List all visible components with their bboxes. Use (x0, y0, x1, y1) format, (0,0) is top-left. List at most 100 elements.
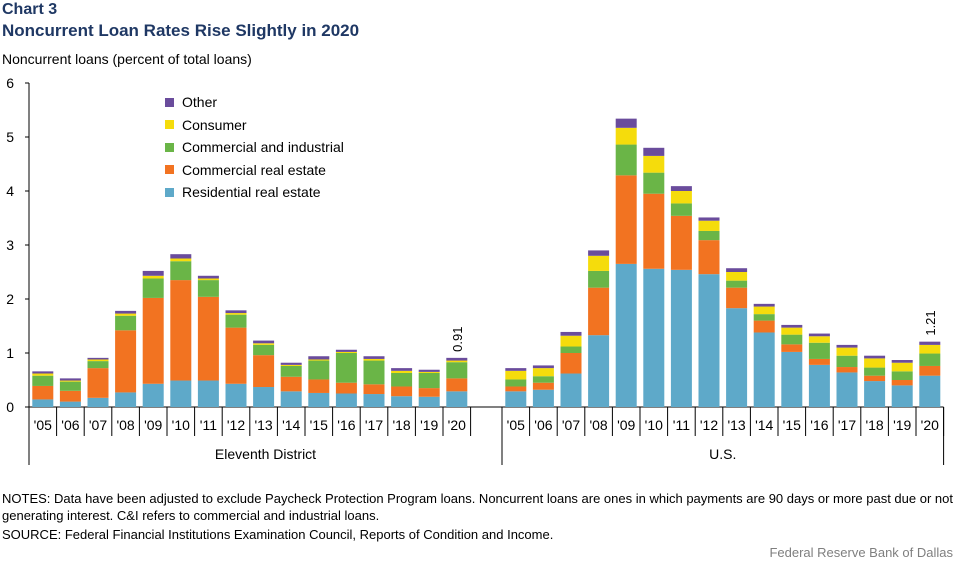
bar-segment (142, 270, 164, 276)
x-tick-label: '06 (61, 417, 79, 433)
stacked-bar-chart: 0 1 2 3 4 5 6 '05 '06 '07 '08 '09 '10 '11 '12 '13 '14 '15… (6, 75, 945, 465)
x-tick-label: '17 (838, 417, 856, 433)
bar-segment (446, 362, 468, 379)
bar-segment (615, 175, 637, 264)
bar-segment (615, 127, 637, 145)
bar-segment (59, 378, 81, 381)
bar-segment (808, 336, 830, 343)
bar-segment (280, 391, 302, 407)
bar-segment (588, 270, 610, 288)
bar-segment (836, 344, 858, 348)
bar-segment (532, 389, 554, 407)
bar-segment (142, 297, 164, 384)
bar-segment (418, 371, 440, 373)
bar-segment (891, 385, 913, 407)
bar-segment (115, 330, 137, 393)
bar-segment (32, 373, 54, 376)
bar-segment (115, 392, 137, 407)
bar-segment (280, 364, 302, 366)
bar-segment (335, 382, 357, 394)
bar-segment (726, 287, 748, 309)
x-tick-label: '17 (365, 417, 383, 433)
bar-segment (864, 381, 886, 407)
bar-segment (808, 333, 830, 337)
x-tick-label: '18 (392, 417, 410, 433)
bar-segment (781, 327, 803, 335)
bar-segment (87, 397, 109, 407)
x-tick-label: '16 (337, 417, 355, 433)
bar-segment (59, 380, 81, 382)
bar-segment (253, 343, 275, 345)
bar-segment (446, 357, 468, 361)
legend-label: Consumer (182, 116, 247, 133)
bar-segment (670, 186, 692, 191)
bar-segment (363, 384, 385, 395)
bar-segment (836, 355, 858, 368)
bar-segment (59, 401, 81, 407)
bar-segment (891, 362, 913, 372)
bar-segment (335, 349, 357, 352)
legend-item: Commercial real estate (165, 159, 344, 182)
source-text: SOURCE: Federal Financial Institutions E… (2, 527, 554, 542)
bar-segment (891, 371, 913, 380)
bar-segment (391, 372, 413, 387)
bar-segment (753, 303, 775, 307)
bar-segment (532, 382, 554, 390)
bar-segment (505, 379, 527, 387)
x-tick-label: '06 (534, 417, 552, 433)
bar-segment (670, 215, 692, 270)
bar-segment (781, 324, 803, 328)
x-tick-label: '07 (89, 417, 107, 433)
y-tick-label: 0 (6, 399, 14, 415)
bar-segment (643, 147, 665, 156)
bar-segment (864, 355, 886, 359)
x-tick-label: '11 (673, 417, 690, 433)
bar-segment (253, 387, 275, 407)
bar-segment (864, 367, 886, 376)
bar-segment (753, 320, 775, 333)
bar-segment (588, 250, 610, 256)
legend-swatch (165, 142, 174, 152)
bar-segment (864, 358, 886, 368)
y-tick-label: 3 (6, 237, 14, 253)
bar-segment (335, 393, 357, 407)
bar-segment (59, 381, 81, 391)
legend-item: Commercial and industrial (165, 136, 344, 159)
bar-segment (280, 362, 302, 365)
bar-segment (726, 268, 748, 272)
bar-segment (115, 310, 137, 314)
group-label: U.S. (709, 446, 736, 462)
data-label: 0.91 (450, 327, 465, 352)
bar-segment (505, 386, 527, 392)
legend-label: Commercial real estate (182, 161, 326, 178)
bar-segment (560, 346, 582, 353)
bar-segment (225, 313, 247, 315)
legend-label: Commercial and industrial (182, 139, 344, 156)
data-label: 1.21 (923, 310, 938, 335)
bar-segment (225, 314, 247, 328)
x-tick-label: '20 (448, 417, 466, 433)
bar-segment (753, 332, 775, 407)
bar-segment (643, 193, 665, 269)
bar-segment (698, 274, 720, 407)
chart-legend: Other Consumer Commercial and industrial Co… (165, 91, 344, 204)
bar-segment (726, 272, 748, 281)
bar-segment (615, 118, 637, 128)
bar-segment (808, 358, 830, 365)
x-tick-label: '14 (755, 417, 773, 433)
y-tick-label: 1 (6, 345, 14, 361)
bar-segment (836, 347, 858, 356)
bar-segment (225, 327, 247, 384)
bar-segment (363, 356, 385, 359)
bar-segment (753, 314, 775, 321)
legend-item: Residential real estate (165, 181, 344, 204)
bar-segment (532, 368, 554, 377)
x-tick-label: '14 (282, 417, 300, 433)
y-axis-unit-label: Noncurrent loans (percent of total loans… (2, 51, 252, 67)
bar-segment (588, 287, 610, 336)
bar-segment (253, 355, 275, 388)
x-tick-label: '10 (645, 417, 663, 433)
x-tick-label: '09 (144, 417, 162, 433)
y-tick-label: 6 (6, 75, 14, 91)
bar-segment (280, 376, 302, 392)
